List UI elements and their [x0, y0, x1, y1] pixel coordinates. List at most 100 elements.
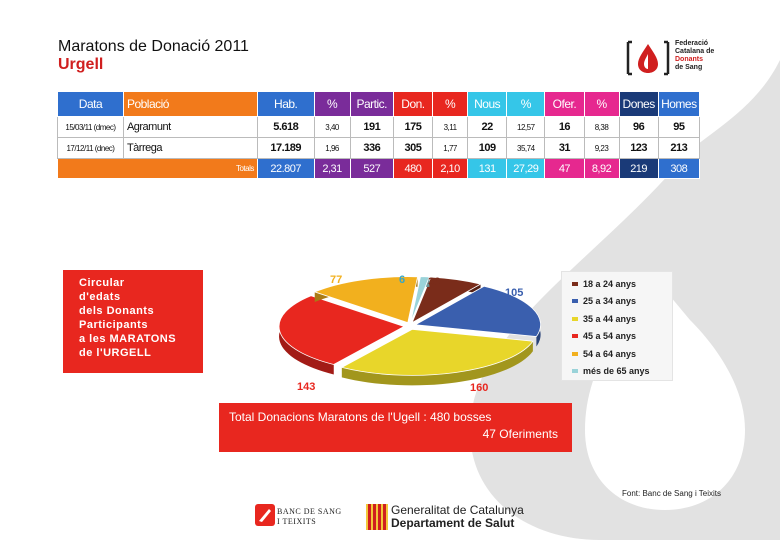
table-header-row: Data Població Hab. % Partic. Don. % Nous… [57, 91, 701, 117]
table-cell: 175 [392, 116, 434, 138]
banc-de-sang-logo: BANC DE SANG I TEIXITS [255, 504, 350, 528]
callout-line: dels Donants [79, 305, 155, 317]
header-cell: Hab. [256, 91, 315, 117]
table-cell: 22 [467, 116, 508, 138]
total-cell: 2,10 [432, 158, 469, 179]
header-cell: % [583, 91, 620, 117]
legend-label: 25 a 34 anys [583, 296, 637, 307]
legend-swatch [572, 299, 578, 304]
pie-value-label: 36 [428, 276, 441, 288]
pie-slice-18-a-24-anys [411, 276, 482, 324]
total-cell: 47 [544, 158, 585, 179]
callout-line: Participants [79, 319, 148, 331]
generalitat-shield-icon [366, 504, 388, 530]
banc-sang-icon [255, 504, 275, 526]
table-cell: 109 [467, 137, 508, 159]
table-cell: 336 [349, 137, 394, 159]
legend-item: 45 a 54 anys [572, 328, 672, 346]
table-row: 15/03/11 (dmec) Agramunt 5.618 3,40 191 … [57, 116, 701, 138]
blood-drop-icon [626, 40, 670, 76]
table-cell: 17.189 [256, 137, 315, 159]
totals-row: Totals 22.807 2,31 527 480 2,10 131 27,2… [57, 158, 701, 179]
legend-item: 54 a 64 anys [572, 345, 672, 363]
header-cell: Ofer. [544, 91, 585, 117]
pie-value-label: 77 [330, 274, 343, 286]
header-cell: % [506, 91, 546, 117]
table-cell: 1,77 [432, 137, 469, 159]
callout-line: de l'URGELL [79, 347, 152, 359]
table-cell: 191 [349, 116, 394, 138]
total-donations-text: Total Donacions Maratons de l'Ugell : 48… [229, 410, 492, 424]
legend-item: 35 a 44 anys [572, 310, 672, 328]
legend-label: 18 a 24 anys [583, 278, 637, 289]
header-cell: Don. [392, 91, 434, 117]
title-line-1: Maratons de Donació 2011 [58, 38, 249, 55]
table-row: 17/12/11 (dnec) Tàrrega 17.189 1,96 336 … [57, 137, 701, 159]
pie-slice-54-a-64-anys [313, 276, 419, 324]
legend-label: 35 a 44 anys [583, 313, 637, 324]
header-cell: % [313, 91, 351, 117]
federacio-text: Federació Catalana de Donants de Sang [675, 40, 715, 71]
total-donations-box: Total Donacions Maratons de l'Ugell : 48… [219, 403, 572, 452]
header-cell: % [432, 91, 469, 117]
table-cell: 15/03/11 (dmec) [57, 116, 124, 138]
legend-swatch [572, 369, 578, 374]
stats-table: Data Població Hab. % Partic. Don. % Nous… [57, 91, 701, 179]
table-cell: 3,40 [313, 116, 351, 138]
pie-slice-35-a-44-anys [340, 328, 534, 376]
table-cell: 123 [618, 137, 659, 159]
table-cell: 9,23 [583, 137, 620, 159]
table-cell: 305 [392, 137, 434, 159]
total-cell: 27,29 [506, 158, 546, 179]
header-cell: Data [57, 91, 124, 117]
legend-item: 25 a 34 anys [572, 293, 672, 311]
table-cell: 16 [544, 116, 585, 138]
total-cell: 131 [467, 158, 508, 179]
table-cell: 1,96 [313, 137, 351, 159]
table-cell: 12,57 [506, 116, 546, 138]
table-cell: Tàrrega [122, 137, 258, 159]
legend-swatch [572, 351, 578, 356]
table-cell: 8,38 [583, 116, 620, 138]
totals-label: Totals [57, 158, 258, 179]
generalitat-text: Generalitat de Catalunya Departament de … [391, 503, 524, 530]
legend-label: 54 a 64 anys [583, 348, 637, 359]
pie-value-label: 160 [470, 382, 489, 394]
pie-value-label: 143 [297, 381, 316, 393]
total-cell: 8,92 [583, 158, 620, 179]
pie-slice-side [341, 341, 533, 386]
pie-legend: 18 a 24 anys 25 a 34 anys 35 a 44 anys 45 a… [561, 271, 673, 381]
legend-swatch [572, 334, 578, 339]
title-line-2: Urgell [58, 56, 104, 73]
page-title: Maratons de Donació 2011 Urgell [58, 38, 249, 74]
table-cell: 213 [657, 137, 701, 159]
total-cell: 308 [657, 158, 701, 179]
table-cell: 5.618 [256, 116, 315, 138]
table-cell: 35,74 [506, 137, 546, 159]
pie-slice-25-a-34-anys [414, 285, 541, 337]
callout-line: a les MARATONS [79, 333, 177, 345]
total-cell: 2,31 [313, 158, 351, 179]
table-cell: 3,11 [432, 116, 469, 138]
banc-de-sang-text: BANC DE SANG I TEIXITS [277, 507, 342, 526]
total-cell: 22.807 [256, 158, 315, 179]
age-callout: Circular d'edats dels Donants Participan… [63, 270, 203, 373]
age-pie-chart [278, 276, 541, 386]
pie-value-label: 105 [505, 287, 524, 299]
pie-slice-45-a-54-anys [278, 295, 406, 365]
total-offers-text: 47 Oferiments [482, 427, 558, 441]
table-cell: Agramunt [122, 116, 258, 138]
table-cell: 96 [618, 116, 659, 138]
total-cell: 480 [392, 158, 434, 179]
table-cell: 31 [544, 137, 585, 159]
legend-swatch [572, 281, 578, 286]
table-cell: 95 [657, 116, 701, 138]
header-cell: Partic. [349, 91, 394, 117]
legend-item: més de 65 anys [572, 363, 672, 381]
callout-line: Circular [79, 277, 125, 289]
legend-item: 18 a 24 anys [572, 275, 672, 293]
pie-slice-m-s-de-65-anys [410, 276, 430, 323]
federacio-logo: Federació Catalana de Donants de Sang [625, 40, 725, 76]
header-cell: Dones [618, 91, 659, 117]
legend-label: 45 a 54 anys [583, 331, 637, 342]
